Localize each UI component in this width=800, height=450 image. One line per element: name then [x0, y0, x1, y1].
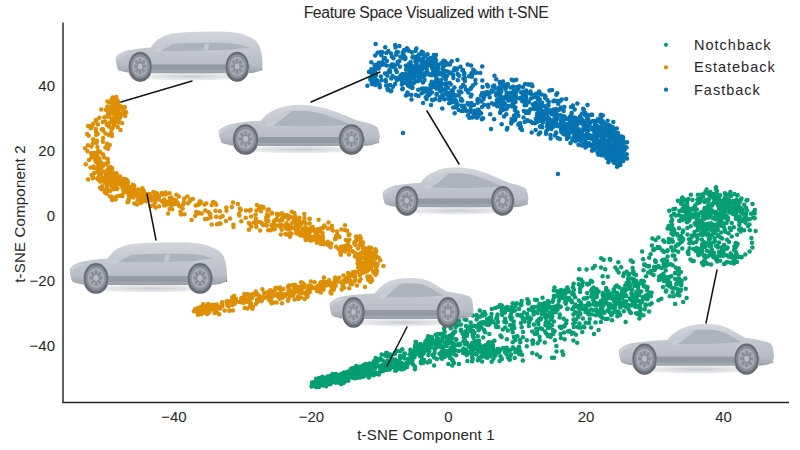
- svg-text:0: 0: [47, 207, 55, 224]
- svg-text:−20: −20: [30, 272, 55, 289]
- svg-text:20: 20: [38, 142, 55, 159]
- svg-text:−20: −20: [299, 408, 324, 425]
- svg-text:Feature Space Visualized with: Feature Space Visualized with t-SNE: [304, 4, 549, 21]
- svg-text:Estateback: Estateback: [694, 59, 776, 75]
- svg-text:Fastback: Fastback: [694, 82, 761, 98]
- svg-text:Notchback: Notchback: [694, 37, 772, 53]
- svg-text:20: 20: [578, 408, 595, 425]
- svg-text:−40: −40: [161, 408, 186, 425]
- svg-text:40: 40: [38, 77, 55, 94]
- svg-text:0: 0: [444, 408, 452, 425]
- svg-text:t-SNE Component 1: t-SNE Component 1: [357, 426, 495, 443]
- svg-text:−40: −40: [30, 337, 55, 354]
- svg-text:40: 40: [715, 408, 732, 425]
- svg-text:t-SNE Component 2: t-SNE Component 2: [11, 145, 28, 283]
